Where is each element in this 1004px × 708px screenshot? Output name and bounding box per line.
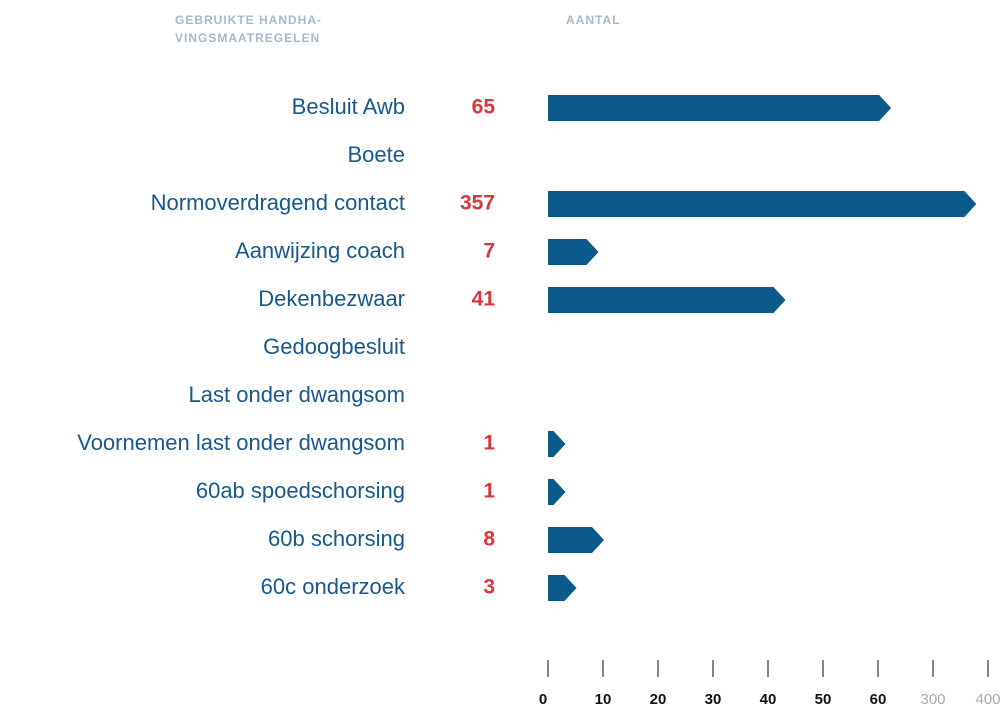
bar bbox=[548, 287, 786, 313]
x-tick-label: 20 bbox=[650, 691, 667, 708]
bar bbox=[548, 479, 566, 505]
category-label: 60c onderzoek bbox=[261, 574, 406, 599]
x-tick-label: 30 bbox=[705, 691, 722, 708]
x-tick-label: 40 bbox=[760, 691, 777, 708]
category-label: Dekenbezwaar bbox=[258, 286, 405, 311]
category-label: Last onder dwangsom bbox=[189, 382, 405, 407]
value-label: 357 bbox=[460, 192, 495, 215]
bar bbox=[548, 527, 604, 553]
category-label: Besluit Awb bbox=[292, 94, 405, 119]
category-label: 60ab spoedschorsing bbox=[196, 478, 405, 503]
value-label: 3 bbox=[483, 576, 495, 599]
bar bbox=[548, 575, 577, 601]
value-label: 41 bbox=[472, 288, 496, 311]
bar bbox=[548, 239, 599, 265]
bar bbox=[548, 431, 566, 457]
value-label: 7 bbox=[483, 240, 495, 263]
category-label: 60b schorsing bbox=[268, 526, 405, 551]
value-label: 1 bbox=[483, 480, 495, 503]
column-header: GEBRUIKTE HANDHA- VINGSMAATREGELEN bbox=[175, 13, 322, 45]
x-tick-label: 0 bbox=[539, 691, 547, 708]
category-label: Voornemen last onder dwangsom bbox=[77, 430, 405, 455]
x-tick-label: 400 bbox=[975, 691, 1000, 708]
x-tick-label: 50 bbox=[815, 691, 832, 708]
category-label: Normoverdragend contact bbox=[151, 190, 405, 215]
category-label: Boete bbox=[348, 142, 406, 167]
category-label: Gedoogbesluit bbox=[263, 334, 405, 359]
bar bbox=[548, 191, 977, 217]
value-label: 8 bbox=[483, 528, 495, 551]
category-label: Aanwijzing coach bbox=[235, 238, 405, 263]
value-label: 65 bbox=[472, 96, 496, 119]
x-tick-label: 10 bbox=[595, 691, 612, 708]
bar bbox=[548, 95, 892, 121]
column-header: AANTAL bbox=[566, 13, 621, 27]
value-label: 1 bbox=[483, 432, 495, 455]
x-tick-label: 300 bbox=[920, 691, 945, 708]
x-tick-label: 60 bbox=[870, 691, 887, 708]
